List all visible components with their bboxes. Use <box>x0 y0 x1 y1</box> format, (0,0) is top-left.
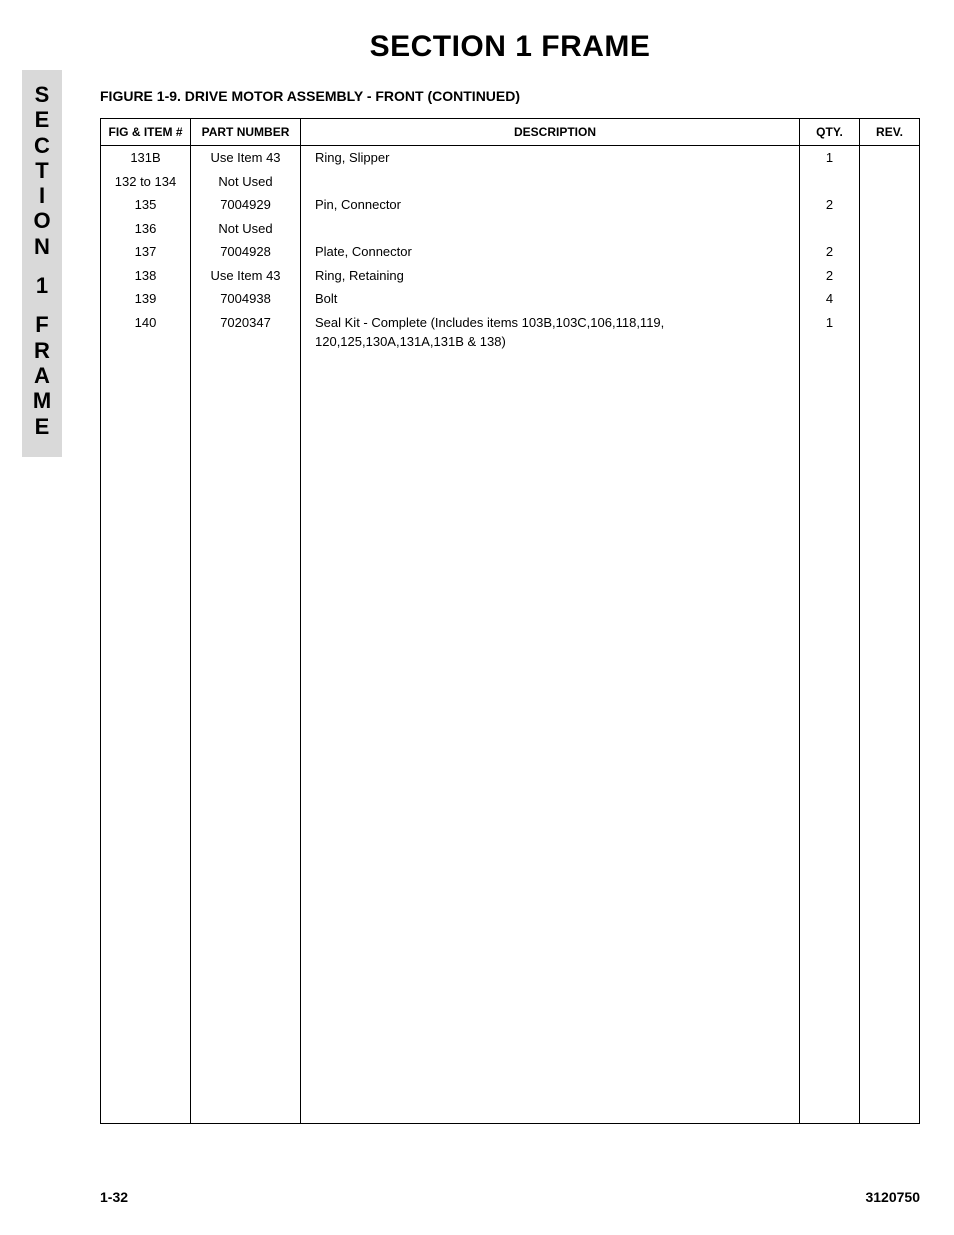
cell-qty: 2 <box>800 193 860 217</box>
cell-qty: 1 <box>800 146 860 170</box>
section-tab-letter: E <box>35 107 50 132</box>
section-tab-letter: N <box>34 234 50 259</box>
cell-rev <box>860 264 920 288</box>
cell-fig-item: 136 <box>101 217 191 241</box>
filler-cell <box>800 354 860 1124</box>
cell-fig-item: 140 <box>101 311 191 354</box>
col-header-qty: QTY. <box>800 119 860 146</box>
cell-part-number: 7004938 <box>191 287 301 311</box>
footer-page-number: 1-32 <box>100 1189 128 1205</box>
cell-description: Plate, Connector <box>301 240 800 264</box>
cell-fig-item: 139 <box>101 287 191 311</box>
cell-qty: 2 <box>800 240 860 264</box>
table-row: 138Use Item 43Ring, Retaining2 <box>101 264 920 288</box>
section-tab-letter: F <box>35 312 48 337</box>
section-tab-letter: S <box>35 82 50 107</box>
section-tab-letter: E <box>35 414 50 439</box>
figure-title: FIGURE 1-9. DRIVE MOTOR ASSEMBLY - FRONT… <box>100 88 920 104</box>
section-title: SECTION 1 FRAME <box>100 30 920 64</box>
cell-qty: 1 <box>800 311 860 354</box>
table-row: 131BUse Item 43Ring, Slipper1 <box>101 146 920 170</box>
filler-cell <box>101 354 191 1124</box>
col-header-rev: REV. <box>860 119 920 146</box>
cell-qty <box>800 217 860 241</box>
table-row: 132 to 134Not Used <box>101 170 920 194</box>
section-tab-letter: M <box>33 388 51 413</box>
cell-description: Ring, Retaining <box>301 264 800 288</box>
cell-rev <box>860 311 920 354</box>
table-row: 136Not Used <box>101 217 920 241</box>
cell-rev <box>860 240 920 264</box>
parts-table: FIG & ITEM # PART NUMBER DESCRIPTION QTY… <box>100 118 920 1124</box>
cell-description: Bolt <box>301 287 800 311</box>
cell-fig-item: 132 to 134 <box>101 170 191 194</box>
cell-rev <box>860 146 920 170</box>
filler-cell <box>860 354 920 1124</box>
filler-cell <box>191 354 301 1124</box>
cell-fig-item: 138 <box>101 264 191 288</box>
table-row: 1407020347Seal Kit - Complete (Includes … <box>101 311 920 354</box>
cell-fig-item: 135 <box>101 193 191 217</box>
cell-part-number: 7004928 <box>191 240 301 264</box>
section-tab-letter: O <box>33 208 50 233</box>
cell-part-number: 7020347 <box>191 311 301 354</box>
cell-qty: 2 <box>800 264 860 288</box>
table-header-row: FIG & ITEM # PART NUMBER DESCRIPTION QTY… <box>101 119 920 146</box>
cell-part-number: Use Item 43 <box>191 146 301 170</box>
cell-description <box>301 170 800 194</box>
section-tab-letter: A <box>34 363 50 388</box>
col-header-fig-item: FIG & ITEM # <box>101 119 191 146</box>
cell-part-number: Use Item 43 <box>191 264 301 288</box>
page-content: SECTION 1 FRAME FIGURE 1-9. DRIVE MOTOR … <box>100 30 920 1124</box>
cell-description: Seal Kit - Complete (Includes items 103B… <box>301 311 800 354</box>
cell-description: Ring, Slipper <box>301 146 800 170</box>
cell-rev <box>860 287 920 311</box>
table-row: 1377004928Plate, Connector2 <box>101 240 920 264</box>
table-filler-row <box>101 354 920 1124</box>
section-tab-letter: I <box>39 183 45 208</box>
section-tab-letter: 1 <box>36 273 48 298</box>
cell-fig-item: 131B <box>101 146 191 170</box>
section-tab-letter: C <box>34 133 50 158</box>
table-row: 1357004929Pin, Connector2 <box>101 193 920 217</box>
filler-cell <box>301 354 800 1124</box>
cell-rev <box>860 217 920 241</box>
cell-part-number: 7004929 <box>191 193 301 217</box>
section-tab: SECTION1FRAME <box>22 70 62 457</box>
col-header-description: DESCRIPTION <box>301 119 800 146</box>
cell-rev <box>860 170 920 194</box>
footer-doc-number: 3120750 <box>865 1189 920 1205</box>
cell-rev <box>860 193 920 217</box>
cell-part-number: Not Used <box>191 217 301 241</box>
section-tab-letter: R <box>34 338 50 363</box>
cell-fig-item: 137 <box>101 240 191 264</box>
table-row: 1397004938Bolt4 <box>101 287 920 311</box>
page-footer: 1-32 3120750 <box>100 1189 920 1205</box>
cell-description <box>301 217 800 241</box>
cell-description: Pin, Connector <box>301 193 800 217</box>
cell-part-number: Not Used <box>191 170 301 194</box>
section-tab-letter: T <box>35 158 48 183</box>
cell-qty: 4 <box>800 287 860 311</box>
col-header-part-number: PART NUMBER <box>191 119 301 146</box>
cell-qty <box>800 170 860 194</box>
